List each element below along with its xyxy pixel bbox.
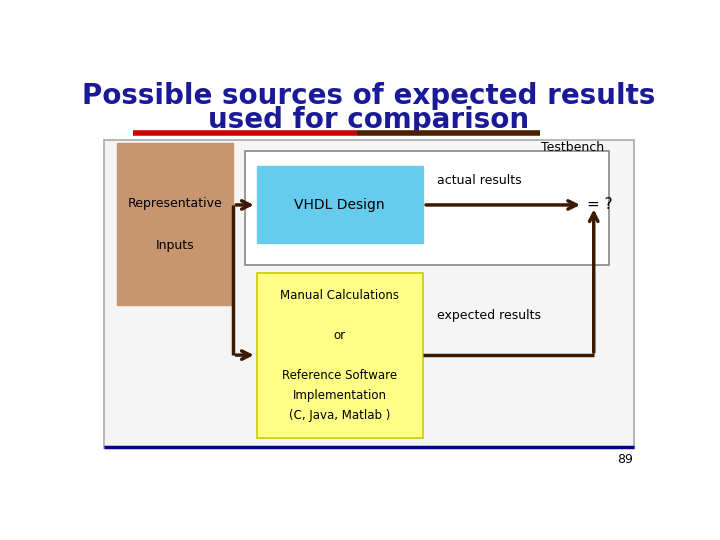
Text: expected results: expected results	[437, 308, 541, 321]
Text: Possible sources of expected results: Possible sources of expected results	[82, 82, 656, 110]
Text: Representative

Inputs: Representative Inputs	[128, 197, 222, 252]
Text: used for comparison: used for comparison	[208, 106, 530, 134]
Text: Manual Calculations

or

Reference Software
Implementation
(C, Java, Matlab ): Manual Calculations or Reference Softwar…	[280, 288, 399, 422]
FancyBboxPatch shape	[245, 151, 609, 265]
Text: actual results: actual results	[437, 174, 522, 187]
FancyBboxPatch shape	[256, 166, 423, 244]
Text: 89: 89	[616, 453, 632, 465]
FancyBboxPatch shape	[256, 273, 423, 438]
FancyBboxPatch shape	[104, 140, 634, 448]
Text: Testbench: Testbench	[541, 141, 605, 154]
FancyBboxPatch shape	[117, 143, 233, 305]
Text: = ?: = ?	[587, 198, 613, 212]
Text: VHDL Design: VHDL Design	[294, 198, 385, 212]
